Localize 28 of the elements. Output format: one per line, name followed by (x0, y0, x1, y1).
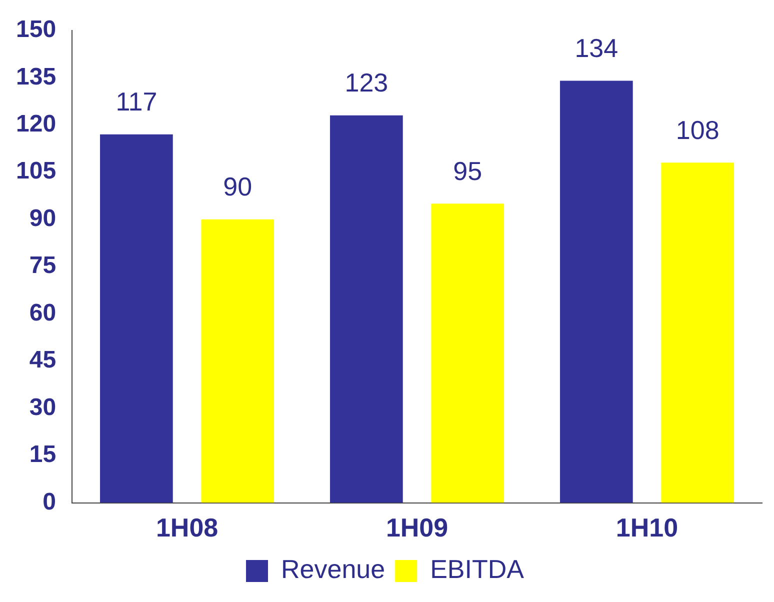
y-tick-label: 135 (16, 63, 56, 90)
y-tick-label: 0 (42, 488, 56, 516)
x-tick-label: 1H09 (386, 512, 448, 543)
y-tick-label: 150 (16, 16, 56, 44)
y-tick-label: 30 (29, 394, 56, 421)
y-tick-label: 75 (29, 252, 56, 280)
x-tick-label: 1H08 (156, 512, 218, 543)
bar (201, 219, 274, 503)
y-tick-label: 60 (29, 299, 56, 326)
data-label: 90 (223, 172, 252, 202)
bar (100, 134, 173, 503)
data-label: 117 (116, 86, 158, 116)
y-tick-label: 15 (29, 441, 56, 468)
y-tick-label: 90 (29, 204, 56, 232)
data-label: 123 (344, 68, 388, 98)
data-label: 108 (676, 114, 720, 145)
legend-label: Revenue (281, 554, 386, 584)
y-tick-label: 45 (29, 346, 56, 374)
bar (661, 162, 734, 503)
y-tick-label: 105 (16, 158, 56, 185)
bar (431, 204, 504, 503)
legend-label: EBITDA (430, 554, 525, 584)
bar (560, 80, 633, 503)
data-label: 95 (453, 156, 482, 186)
x-tick-label: 1H10 (616, 512, 678, 543)
bar (330, 115, 403, 503)
y-tick-label: 120 (16, 110, 56, 138)
data-label: 134 (574, 32, 618, 63)
